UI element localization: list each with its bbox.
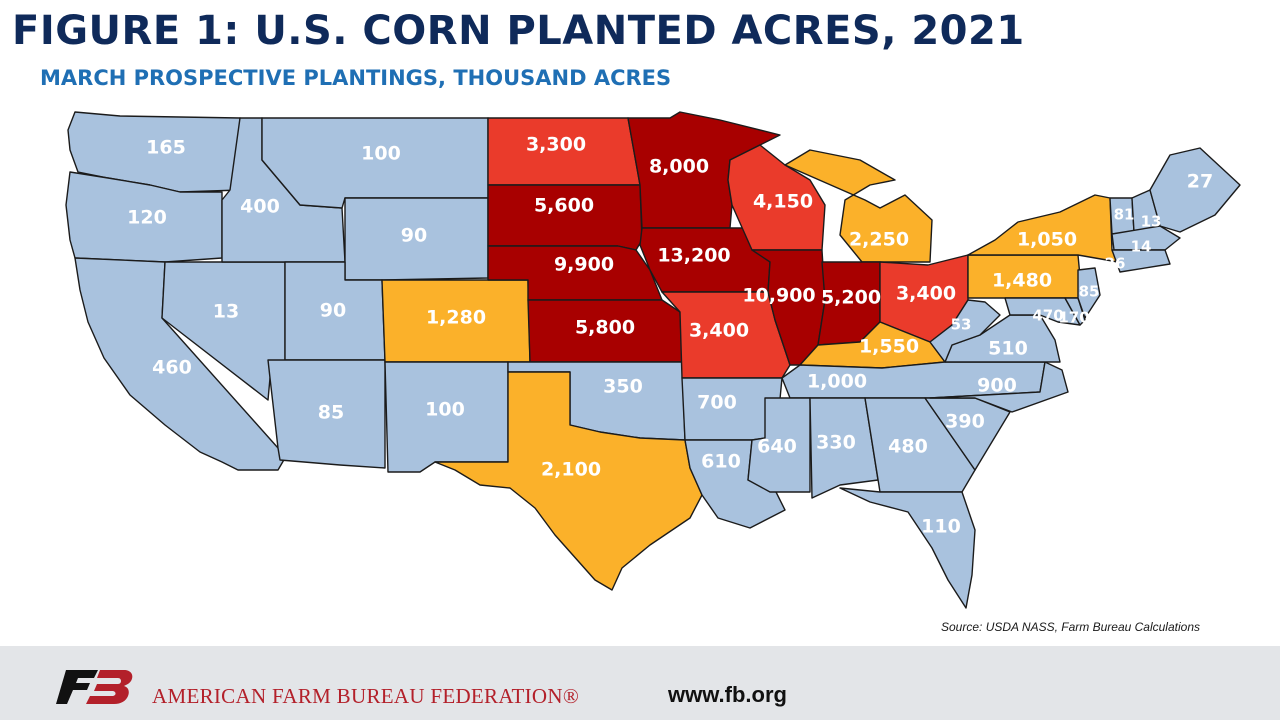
label-ct: 26 bbox=[1105, 255, 1126, 273]
label-mi: 2,250 bbox=[849, 229, 909, 251]
state-ga bbox=[864, 397, 976, 493]
label-de: 170 bbox=[1058, 309, 1089, 327]
label-sd: 5,600 bbox=[534, 195, 594, 217]
label-wy: 90 bbox=[401, 225, 427, 247]
label-il: 10,900 bbox=[742, 285, 815, 307]
label-tn: 1,000 bbox=[807, 371, 867, 393]
label-va: 510 bbox=[988, 338, 1028, 360]
label-mt: 100 bbox=[361, 143, 401, 165]
source-note: Source: USDA NASS, Farm Bureau Calculati… bbox=[941, 620, 1200, 634]
label-ms: 640 bbox=[757, 436, 797, 458]
state-tx bbox=[434, 371, 703, 591]
label-ca: 460 bbox=[152, 357, 192, 379]
label-nv: 13 bbox=[213, 301, 239, 323]
label-md: 470 bbox=[1032, 307, 1063, 325]
website-link[interactable]: www.fb.org bbox=[668, 682, 787, 707]
label-la: 610 bbox=[701, 451, 741, 473]
label-ny: 1,050 bbox=[1017, 229, 1077, 251]
label-wa: 165 bbox=[146, 137, 186, 159]
label-mn: 8,000 bbox=[649, 156, 709, 178]
label-nc: 900 bbox=[977, 375, 1017, 397]
us-state-map: 165 120 460 13 400 100 90 90 85 1,280 10… bbox=[65, 111, 1241, 609]
label-ok: 350 bbox=[603, 376, 643, 398]
label-or: 120 bbox=[127, 207, 167, 229]
state-nc bbox=[929, 361, 1069, 413]
label-wv: 53 bbox=[951, 316, 972, 334]
label-sc: 390 bbox=[945, 411, 985, 433]
label-fl: 110 bbox=[921, 516, 961, 538]
label-ky: 1,550 bbox=[859, 336, 919, 358]
label-ar: 700 bbox=[697, 392, 737, 414]
label-pa: 1,480 bbox=[992, 270, 1052, 292]
label-ne: 9,900 bbox=[554, 254, 614, 276]
state-nj bbox=[1077, 267, 1101, 319]
page-subtitle: MARCH PROSPECTIVE PLANTINGS, THOUSAND AC… bbox=[40, 66, 672, 90]
label-oh: 3,400 bbox=[896, 283, 956, 305]
state-ma bbox=[1111, 225, 1181, 251]
label-id: 400 bbox=[240, 196, 280, 218]
state-mi bbox=[784, 149, 933, 263]
label-ks: 5,800 bbox=[575, 317, 635, 339]
label-ut: 90 bbox=[320, 300, 346, 322]
label-ma: 14 bbox=[1131, 238, 1152, 256]
page-title: FIGURE 1: U.S. CORN PLANTED ACRES, 2021 bbox=[12, 8, 1025, 54]
state-al bbox=[809, 397, 879, 499]
label-nd: 3,300 bbox=[526, 134, 586, 156]
label-az: 85 bbox=[318, 402, 344, 424]
state-ct bbox=[1111, 249, 1171, 273]
label-al: 330 bbox=[816, 432, 856, 454]
label-in: 5,200 bbox=[821, 287, 881, 309]
state-me bbox=[1149, 147, 1241, 233]
label-me: 27 bbox=[1187, 171, 1213, 193]
label-co: 1,280 bbox=[426, 307, 486, 329]
footer-bar: AMERICAN FARM BUREAU FEDERATION® www.fb.… bbox=[0, 646, 1280, 720]
label-tx: 2,100 bbox=[541, 459, 601, 481]
fb-logo-icon bbox=[56, 670, 133, 704]
label-wi: 4,150 bbox=[753, 191, 813, 213]
label-ia: 13,200 bbox=[657, 245, 730, 267]
label-nm: 100 bbox=[425, 399, 465, 421]
label-mo: 3,400 bbox=[689, 320, 749, 342]
label-vt: 81 bbox=[1114, 206, 1135, 224]
label-nh: 13 bbox=[1141, 213, 1162, 231]
state-wi bbox=[727, 144, 826, 251]
state-wv bbox=[929, 299, 1001, 363]
label-ga: 480 bbox=[888, 436, 928, 458]
state-ca bbox=[74, 257, 286, 471]
state-fl bbox=[839, 487, 976, 609]
organization-name: AMERICAN FARM BUREAU FEDERATION® bbox=[152, 684, 580, 708]
label-nj: 85 bbox=[1079, 283, 1100, 301]
